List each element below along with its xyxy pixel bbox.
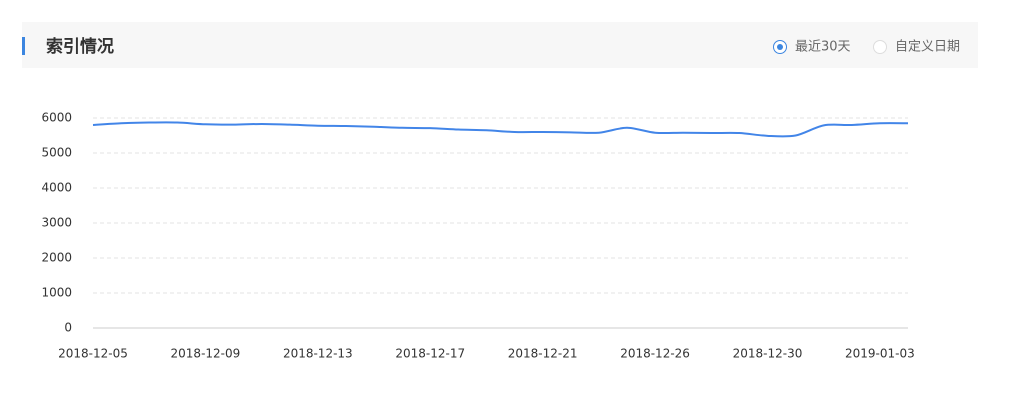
options: 最近30天 自定义日期	[773, 40, 961, 55]
x-tick-label: 2018-12-21	[508, 347, 578, 361]
radio-option[interactable]: 最近30天	[773, 40, 851, 55]
header-accent	[22, 37, 25, 55]
radio-dot	[777, 44, 783, 50]
x-tick-label: 2018-12-30	[733, 347, 803, 361]
chart: 0 1000 2000 3000 4000 5000 6000 2018-12-05 2018-…	[41, 111, 914, 361]
y-tick-label: 3000	[41, 216, 72, 230]
y-tick-label: 1000	[41, 286, 72, 300]
y-tick-label: 4000	[41, 181, 72, 195]
x-tick-label: 2019-01-03	[845, 347, 915, 361]
header-title: 索引情况	[46, 36, 114, 57]
radio-label[interactable]: 最近30天	[795, 40, 851, 55]
x-tick-label: 2018-12-05	[58, 347, 128, 361]
x-tick-label: 2018-12-17	[395, 347, 465, 361]
radio-label[interactable]: 自定义日期	[895, 40, 960, 55]
y-tick-label: 5000	[41, 146, 72, 160]
line	[92, 121, 909, 138]
x-tick-label: 2018-12-09	[171, 347, 241, 361]
x-tick-label: 2018-12-13	[283, 347, 353, 361]
y-tick-label: 6000	[41, 111, 72, 125]
y-tick-label: 2000	[41, 251, 72, 265]
x-tick-label: 2018-12-26	[620, 347, 690, 361]
y-tick-label: 0	[64, 321, 72, 335]
radio[interactable]	[873, 40, 887, 54]
radio-option[interactable]: 自定义日期	[873, 40, 961, 55]
header-bg	[22, 22, 978, 68]
